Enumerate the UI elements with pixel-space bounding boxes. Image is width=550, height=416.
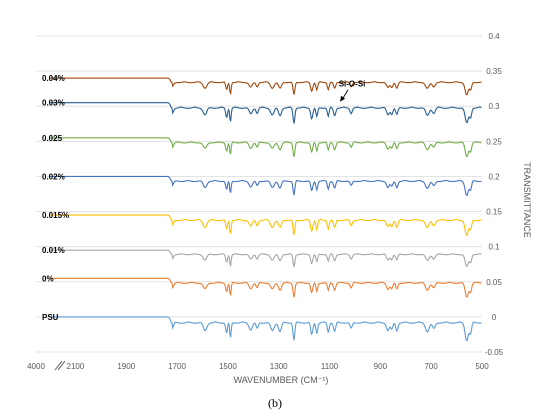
x-tick-label: 2100 <box>67 362 85 371</box>
y-tick-label: -0.05 <box>485 348 504 357</box>
series-label: 0.02% <box>42 172 65 181</box>
series-label: 0.04% <box>42 74 65 83</box>
x-tick-label: 1500 <box>219 362 237 371</box>
series-line-0.04% <box>50 77 482 96</box>
y-tick-label: 0.25 <box>486 137 502 146</box>
series-line-0.03% <box>50 102 482 124</box>
x-tick-label: 1100 <box>321 362 339 371</box>
series-label: PSU <box>42 313 59 322</box>
series-line-0.025 <box>50 137 482 158</box>
series-label: 0% <box>42 274 54 283</box>
figure-caption: (b) <box>268 396 282 410</box>
x-axis-label: WAVENUMBER (CM⁻¹) <box>234 375 329 385</box>
y-tick-label: 0.15 <box>486 208 502 217</box>
y-tick-label: 0.3 <box>488 102 500 111</box>
series-lines <box>50 77 482 342</box>
series-line-0.02% <box>50 175 482 197</box>
y-tick-label: 0.2 <box>488 172 500 181</box>
series-labels: PSU 0% 0.01% 0.015% 0.02% 0.025 0.03% 0.04% <box>42 74 69 322</box>
y-tick-label: 0 <box>492 313 497 322</box>
annotation-text: Si-O-Si <box>339 80 366 89</box>
series-label: 0.03% <box>42 99 65 108</box>
series-label: 0.025 <box>42 134 63 143</box>
series-line-PSU <box>50 316 482 342</box>
y-tick-label: 0.05 <box>486 278 502 287</box>
series-label: 0.015% <box>42 211 69 220</box>
series-line-0.015% <box>50 214 482 237</box>
x-break-label: 4000 <box>27 362 45 371</box>
y-tick-label: 0.4 <box>488 32 500 41</box>
x-tick-label: 700 <box>424 362 438 371</box>
series-line-0% <box>50 277 482 298</box>
x-tick-label: 1300 <box>270 362 288 371</box>
series-label: 0.01% <box>42 246 65 255</box>
series-line-0.01% <box>50 249 482 268</box>
x-tick-label: 900 <box>374 362 388 371</box>
y-tick-labels: -0.05 0 0.05 0.1 0.15 0.2 0.25 0.3 0.35 0.4 <box>485 32 504 357</box>
x-tick-label: 1900 <box>117 362 135 371</box>
y-tick-label: 0.35 <box>486 67 502 76</box>
y-tick-label: 0.1 <box>488 243 500 252</box>
si-o-si-annotation: Si-O-Si <box>339 80 366 102</box>
x-tick-labels: 2100 1900 1700 1500 1300 1100 900 700 500 <box>67 362 490 371</box>
axis-break-icon <box>54 360 66 371</box>
annotation-arrowhead <box>340 95 346 102</box>
x-tick-label: 500 <box>475 362 489 371</box>
x-tick-label: 1700 <box>168 362 186 371</box>
y-axis-label: TRANSMITTANCE <box>522 162 532 238</box>
